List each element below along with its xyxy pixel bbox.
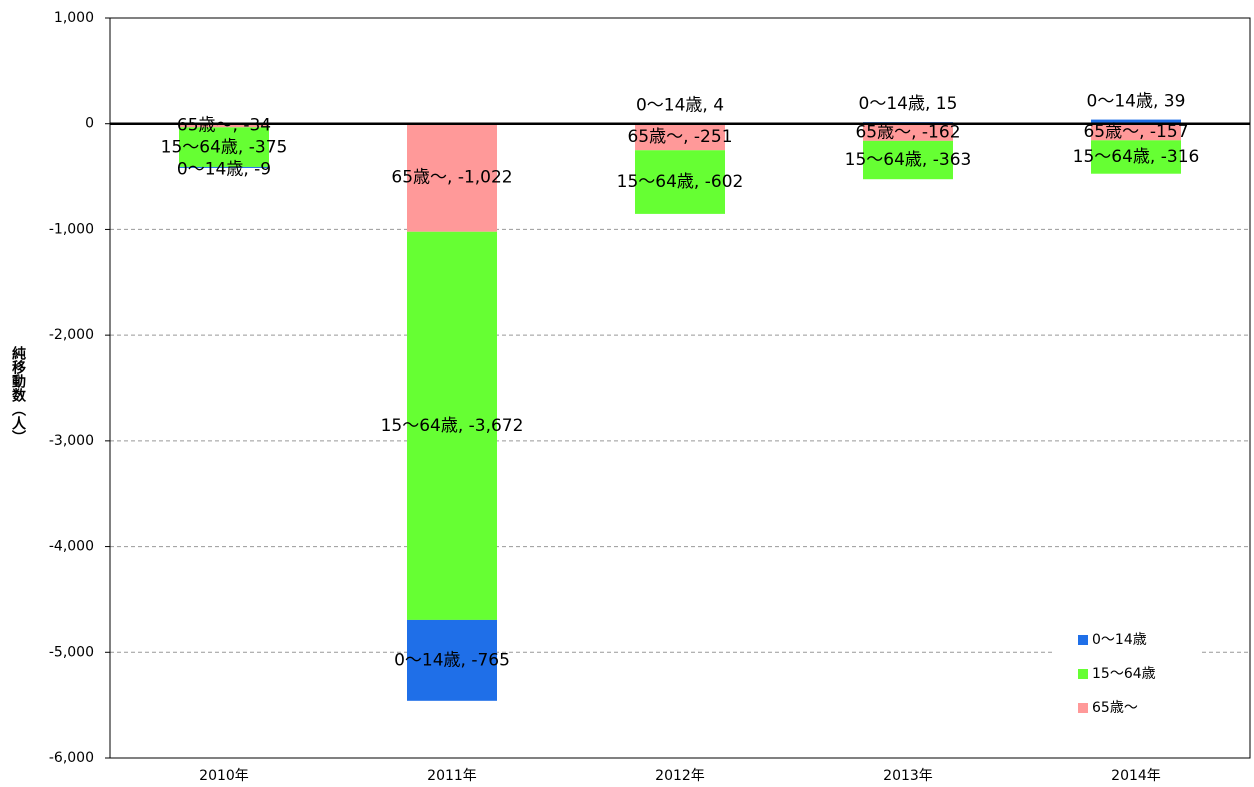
legend-label: 65歳～ [1092,700,1138,716]
y-tick-label: -1,000 [49,221,94,237]
x-tick-label: 2011年 [427,768,477,784]
y-tick-label: -3,000 [49,433,94,449]
bar-segment [863,140,953,180]
bar-segment [407,619,497,701]
bar-segment [179,127,269,167]
data-label: 65歳～, -251 [627,127,732,147]
y-tick-label: 1,000 [54,10,94,26]
data-label: 15～64歳, -316 [1073,147,1200,167]
legend-swatch [1078,703,1088,713]
bar-segment [179,123,269,128]
legend-box [1052,622,1202,732]
y-tick-label: -6,000 [49,750,94,766]
data-label: 0～14歳, 4 [636,95,724,115]
bar-segment [407,231,497,620]
x-tick-label: 2010年 [199,768,249,784]
data-label: 65歳～, -1,022 [391,168,512,188]
data-label: 65歳～, -157 [1083,122,1188,142]
y-tick-label: 0 [85,116,94,132]
x-tick-label: 2012年 [655,768,705,784]
data-label: 0～14歳, 39 [1087,92,1186,112]
bar-segment [1091,119,1181,124]
data-label: 0～14歳, -765 [394,650,510,670]
bar-segment [407,123,497,232]
data-label: 15～64歳, -375 [161,138,288,158]
x-tick-label: 2014年 [1111,768,1161,784]
bar-segment [179,166,269,168]
data-label: 65歳～, -34 [177,116,271,136]
data-label: 0～14歳, 15 [859,94,958,114]
data-label: 15～64歳, -363 [845,150,972,170]
y-tick-label: -2,000 [49,327,94,343]
bar-segment [635,150,725,214]
y-axis-label: 純移動数（人） [10,345,27,444]
data-label: 0～14歳, -9 [177,160,271,180]
data-label: 15～64歳, -3,672 [381,416,524,436]
legend-swatch [1078,669,1088,679]
bar-segment [1091,123,1181,141]
plot-frame [109,17,1251,759]
x-tick-label: 2013年 [883,768,933,784]
legend-label: 0～14歳 [1092,632,1147,648]
y-tick-label: -5,000 [49,644,94,660]
y-tick-label: -4,000 [49,539,94,555]
data-label: 15～64歳, -602 [617,172,744,192]
bar-segment [635,123,725,151]
bar-segment [1091,140,1181,174]
data-label: 65歳～, -162 [855,122,960,142]
legend-swatch [1078,635,1088,645]
bar-segment [863,123,953,141]
legend-label: 15～64歳 [1092,666,1156,682]
